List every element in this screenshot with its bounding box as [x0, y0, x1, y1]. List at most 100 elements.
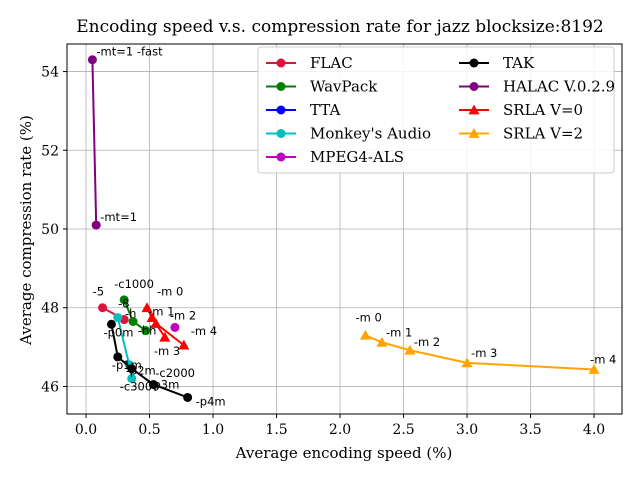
legend-label: Monkey's Audio: [310, 125, 431, 143]
x-tick-label: 0.0: [75, 422, 97, 438]
legend-swatch-marker: [469, 58, 479, 68]
data-point-srla-v-2: [376, 336, 388, 347]
data-point-wavpack: [119, 295, 129, 305]
point-annotation: -p0m: [103, 325, 133, 339]
point-annotation: -8: [118, 297, 129, 311]
data-point-halac-v-0-2-9: [87, 55, 97, 65]
data-point-srla-v-2: [461, 357, 473, 368]
x-tick-label: 2.5: [392, 422, 414, 438]
legend-item-srla-v-2: SRLA V=2: [459, 125, 583, 143]
legend-item-flac: FLAC: [266, 54, 353, 72]
legend-item-monkey-s-audio: Monkey's Audio: [266, 125, 431, 143]
point-annotation: -m 1: [386, 325, 412, 339]
data-point-halac-v-0-2-9: [91, 220, 101, 230]
legend-label: HALAC V.0.2.9: [503, 78, 615, 96]
data-point-srla-v-0: [146, 312, 158, 322]
legend: FLAC WavPack TTA Monkey's Audio MPEG4-ALS TAK…: [257, 46, 615, 174]
series-halac-v-0-2-9: [87, 55, 101, 230]
series-wavpack: [119, 295, 151, 336]
point-annotation: -h: [125, 307, 136, 321]
data-point-srla-v-2: [359, 329, 371, 340]
point-annotation: -c2000: [155, 366, 195, 380]
series-srla-v-0: [141, 302, 190, 350]
x-tick-label: 0.5: [138, 422, 160, 438]
x-tick-label: 3.5: [519, 422, 541, 438]
point-annotation: -m 1: [148, 305, 174, 319]
data-point-srla-v-0: [159, 331, 171, 342]
point-annotation: -m 2: [414, 335, 440, 349]
x-axis-label: Average encoding speed (%): [235, 444, 453, 462]
point-annotation: -m 4: [590, 353, 616, 367]
legend-item-tak: TAK: [459, 54, 535, 72]
point-annotation: -mt=1: [100, 210, 137, 224]
legend-swatch-marker: [276, 152, 286, 162]
x-tick-label: 1.0: [202, 422, 224, 438]
legend-box: [257, 46, 615, 174]
legend-label: TAK: [503, 54, 535, 72]
y-axis-label: Average compression rate (%): [17, 115, 35, 346]
x-tick-label: 2.0: [329, 422, 351, 438]
legend-item-halac-v-0-2-9: HALAC V.0.2.9: [459, 78, 615, 96]
data-point-srla-v-0: [141, 302, 153, 313]
data-point-tak: [183, 392, 193, 402]
data-point-srla-v-2: [404, 344, 416, 355]
series-srla-v-2: [359, 329, 600, 374]
tick-layer: 0.0 0.5 1.0 1.5 2.0 2.5 3.0 3.5 4.0 46 48 50 52 54: [41, 65, 605, 438]
legend-swatch-marker: [276, 58, 286, 68]
data-point-srla-v-0: [150, 317, 162, 328]
legend-swatch-marker: [276, 105, 286, 115]
legend-swatch-marker: [469, 82, 479, 91]
point-annotation: -p2m: [126, 364, 156, 378]
point-annotation: -m 2: [170, 308, 196, 322]
series-mpeg4-als: [170, 322, 180, 332]
legend-label: FLAC: [310, 54, 353, 72]
x-tick-label: 4.0: [583, 422, 605, 438]
legend-swatch-marker: [276, 129, 286, 138]
y-tick-label: 48: [41, 301, 59, 317]
legend-label: TTA: [310, 101, 340, 119]
point-annotation: -m 3: [471, 346, 497, 360]
point-annotation: -c1000: [114, 277, 154, 291]
y-tick-label: 54: [41, 65, 59, 81]
x-tick-label: 3.0: [456, 422, 478, 438]
legend-item-srla-v-0: SRLA V=0: [459, 101, 583, 119]
point-annotation: -m 4: [191, 324, 217, 338]
legend-swatch-marker: [276, 82, 286, 91]
y-tick-label: 50: [41, 222, 59, 238]
point-annotation: -c3000: [120, 380, 160, 394]
data-point-tak: [113, 352, 123, 362]
y-tick-label: 46: [41, 379, 59, 395]
legend-label: MPEG4-ALS: [310, 148, 404, 166]
data-point-monkey-s-audio: [113, 313, 123, 323]
y-tick-label: 52: [41, 143, 59, 159]
point-annotation: -mt=1 -fast: [96, 45, 163, 59]
point-annotation: -p1m: [112, 358, 142, 372]
data-point-tak: [148, 379, 158, 389]
annotation-layer: -5 -8 -c1000 -h-hh -c2000-c3000 -p0m -p1m-p2m -…: [93, 45, 617, 409]
legend-swatch-marker: [468, 104, 480, 115]
data-point-monkey-s-audio: [127, 374, 137, 384]
point-annotation: -hh: [138, 324, 157, 338]
point-annotation: -m 0: [355, 310, 381, 324]
point-annotation: -m 3: [154, 344, 180, 358]
legend-swatch-marker: [468, 128, 480, 138]
point-annotation: -5: [93, 285, 104, 299]
chart-title: Encoding speed v.s. compression rate for…: [76, 17, 604, 37]
data-point-wavpack: [141, 326, 151, 336]
point-annotation: -p4m: [196, 394, 226, 408]
x-tick-label: 1.5: [265, 422, 287, 438]
series-layer: [87, 55, 600, 402]
legend-item-mpeg4-als: MPEG4-ALS: [266, 148, 404, 166]
point-annotation: -m 0: [157, 285, 183, 299]
legend-item-wavpack: WavPack: [266, 78, 378, 96]
data-point-mpeg4-als: [170, 322, 180, 332]
data-point-tak: [106, 319, 116, 329]
series-monkey-s-audio: [113, 313, 137, 384]
series-tak: [106, 319, 193, 402]
legend-label: WavPack: [310, 78, 378, 96]
data-point-srla-v-0: [178, 339, 190, 350]
series-line-halac-v-0-2-9: [91, 59, 98, 226]
data-point-wavpack: [128, 317, 138, 326]
data-point-srla-v-2: [588, 364, 600, 374]
legend-item-tta: TTA: [266, 101, 340, 119]
